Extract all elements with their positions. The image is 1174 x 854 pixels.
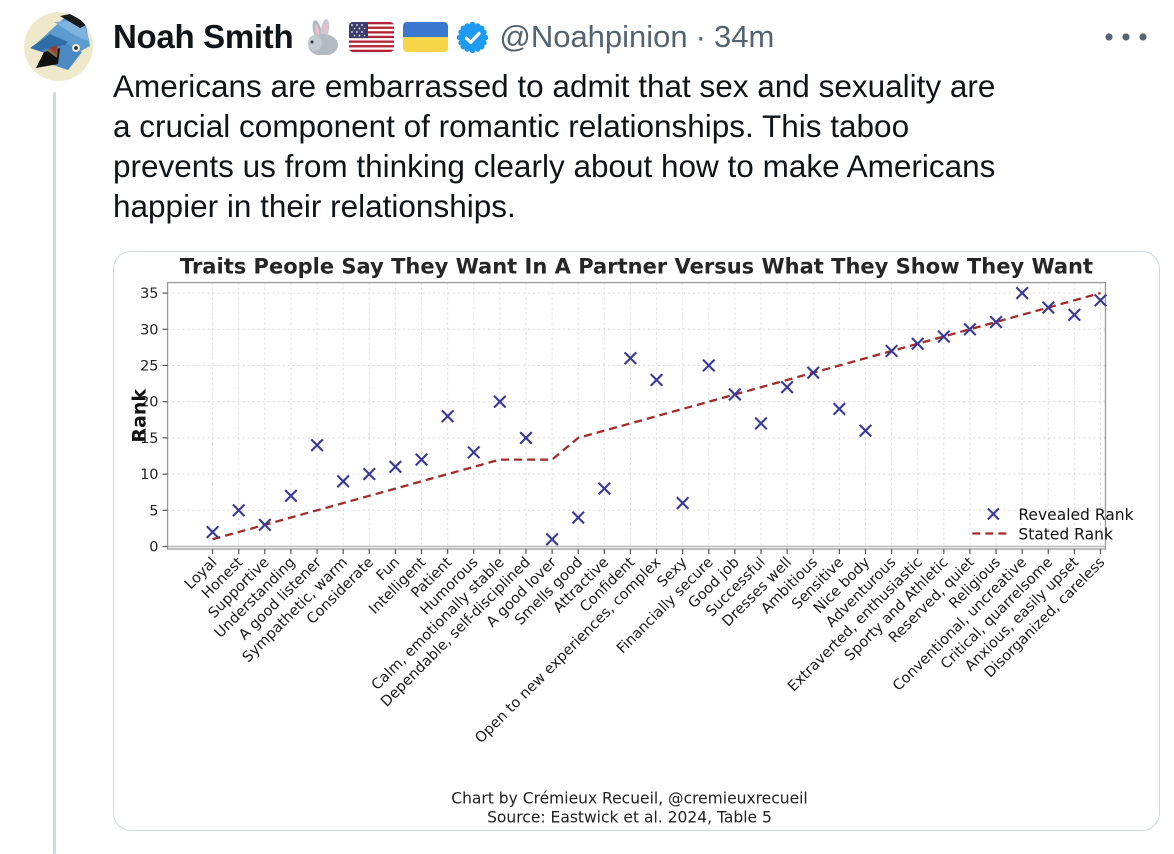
y-tick-label: 25: [140, 358, 158, 374]
chart-caption-line: Source: Eastwick et al. 2024, Table 5: [487, 808, 772, 826]
data-point-x: [362, 467, 376, 481]
y-tick-label: 0: [149, 540, 158, 556]
user-handle[interactable]: @Noahpinion: [499, 19, 688, 54]
data-point-x: [258, 518, 272, 532]
data-point-x: [493, 395, 507, 409]
data-point-x: [911, 337, 925, 351]
stated-rank-line: [212, 291, 1101, 541]
chart-title: Traits People Say They Want In A Partner…: [180, 254, 1093, 279]
data-point-x: [989, 315, 1003, 329]
data-point-x: [885, 344, 899, 358]
chart-caption-line: Chart by Crémieux Recueil, @cremieuxrecu…: [451, 789, 807, 807]
data-point-x: [597, 482, 611, 496]
data-point-x: [754, 416, 768, 430]
data-point-x: [232, 503, 246, 517]
display-name[interactable]: Noah Smith: [113, 18, 294, 55]
data-point-x: [414, 453, 429, 467]
rabbit-emoji: [308, 19, 339, 55]
y-tick-label: 35: [140, 286, 158, 302]
more-menu-button[interactable]: [1100, 26, 1148, 48]
y-axis-title: Rank: [129, 388, 151, 443]
us-flag-emoji: [349, 22, 395, 52]
data-point-x: [623, 351, 637, 365]
data-point-x: [832, 402, 846, 416]
data-point-x: [206, 525, 220, 539]
separator-dot: ·: [695, 19, 706, 54]
data-point-x: [728, 387, 742, 401]
data-point-x: [441, 409, 455, 423]
data-point-x: [310, 438, 324, 452]
timestamp[interactable]: 34m: [714, 19, 775, 54]
ukraine-flag-emoji: [403, 22, 449, 52]
data-point-x: [1093, 293, 1108, 307]
data-point-x: [676, 496, 690, 510]
y-tick-label: 5: [149, 503, 158, 519]
data-point-x: [858, 424, 873, 438]
more-menu-icon: [1105, 33, 1147, 41]
legend-label-stated: Stated Rank: [1018, 525, 1113, 543]
data-point-x: [1041, 300, 1055, 315]
data-point-x: [806, 366, 820, 380]
legend-label-revealed: Revealed Rank: [1018, 506, 1133, 524]
y-tick-label: 10: [140, 467, 158, 483]
data-point-x: [519, 431, 533, 445]
plot-border: [166, 281, 1107, 550]
data-point-x: [336, 474, 350, 488]
data-point-x: [1067, 308, 1081, 322]
chart-attachment[interactable]: 0 5 10 15 20 25 30 35 Loyal Honest Supportive Under…: [113, 251, 1160, 831]
data-point-x: [650, 373, 664, 387]
thread-connector-line: [53, 92, 56, 854]
handle-group: @Noahpinion · 34m: [499, 19, 782, 55]
y-tick-label: 20: [140, 395, 158, 411]
data-point-x: [702, 358, 716, 373]
data-point-x: [467, 445, 481, 459]
data-point-x: [284, 489, 298, 503]
data-point-x: [545, 532, 559, 546]
data-point-x: [571, 510, 585, 525]
data-point-x: [1015, 286, 1029, 300]
traits-chart: 05101520253035LoyalHonestSupportiveUnder…: [129, 254, 1134, 827]
tweet-text: Americans are embarrassed to admit that …: [113, 68, 996, 224]
avatar-image: [24, 12, 93, 81]
tweet-header: Noah Smith: [113, 16, 782, 58]
verified-badge-icon: [457, 21, 489, 53]
data-point-x: [963, 322, 977, 336]
data-point-x: [388, 460, 402, 474]
avatar[interactable]: [24, 12, 93, 81]
y-tick-label: 30: [140, 322, 158, 338]
data-point-x: [780, 380, 794, 394]
data-point-x: [937, 329, 951, 344]
legend-x-marker: [987, 507, 1000, 521]
y-tick-label: 15: [140, 431, 158, 447]
